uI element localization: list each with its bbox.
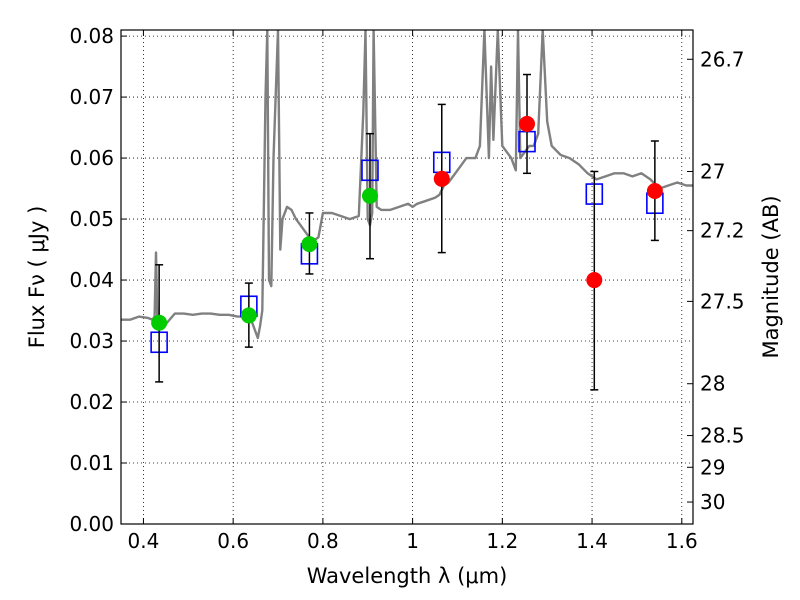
y2-tick-label: 27.5 <box>700 289 745 313</box>
y-tick-label: 0.02 <box>69 390 114 414</box>
nondetection-point <box>586 272 603 289</box>
axis-ticks: 0.4 0.6 0.8 1 1.2 1.4 1.6 0.00 0.01 0.02 0.03 0.04 0… <box>69 24 744 553</box>
x-tick-label: 0.8 <box>307 529 339 553</box>
spectrum-line <box>121 30 693 340</box>
x-tick-label: 1.4 <box>576 529 608 553</box>
y2-tick-label: 28 <box>700 372 725 396</box>
x-axis-label: Wavelength λ (μm) <box>307 564 508 588</box>
x-tick-label: 1 <box>406 529 419 553</box>
y2-tick-label: 30 <box>700 490 725 514</box>
x-tick-label: 0.4 <box>128 529 160 553</box>
nondetection-point <box>433 170 450 187</box>
y-tick-label: 0.01 <box>69 451 114 475</box>
x-tick-label: 0.6 <box>217 529 249 553</box>
y-tick-label: 0.03 <box>69 329 114 353</box>
nondetection-point <box>646 183 663 200</box>
y-tick-label: 0.05 <box>69 207 114 231</box>
nondetection-point <box>519 115 536 132</box>
x-tick-label: 1.6 <box>666 529 698 553</box>
y2-axis-label: Magnitude (AB) <box>759 195 783 358</box>
y-tick-label: 0.00 <box>69 512 114 536</box>
y-tick-label: 0.06 <box>69 146 114 170</box>
detection-point <box>240 307 257 324</box>
y-axis-label: Flux Fν ( μJy ) <box>25 206 49 349</box>
plot-area <box>121 30 693 524</box>
detection-point <box>301 236 318 253</box>
y2-tick-label: 28.5 <box>700 424 745 448</box>
plot-content <box>121 30 693 391</box>
y2-tick-label: 29 <box>700 455 725 479</box>
y2-tick-label: 27 <box>700 159 725 183</box>
detection-point <box>361 187 378 204</box>
plot-frame <box>120 29 694 525</box>
y2-tick-label: 27.2 <box>700 219 745 243</box>
detection-point <box>151 314 168 331</box>
y2-tick-label: 26.7 <box>700 47 745 71</box>
y-tick-label: 0.04 <box>69 268 114 292</box>
y-tick-label: 0.08 <box>69 24 114 48</box>
y-tick-label: 0.07 <box>69 85 114 109</box>
x-tick-label: 1.2 <box>486 529 518 553</box>
